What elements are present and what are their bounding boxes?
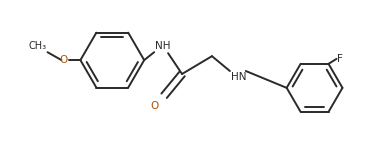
Text: O: O [150,101,158,111]
Text: HN: HN [231,72,246,82]
Text: F: F [337,54,343,64]
Text: O: O [59,55,67,65]
Text: NH: NH [155,41,171,51]
Text: CH₃: CH₃ [28,41,46,51]
